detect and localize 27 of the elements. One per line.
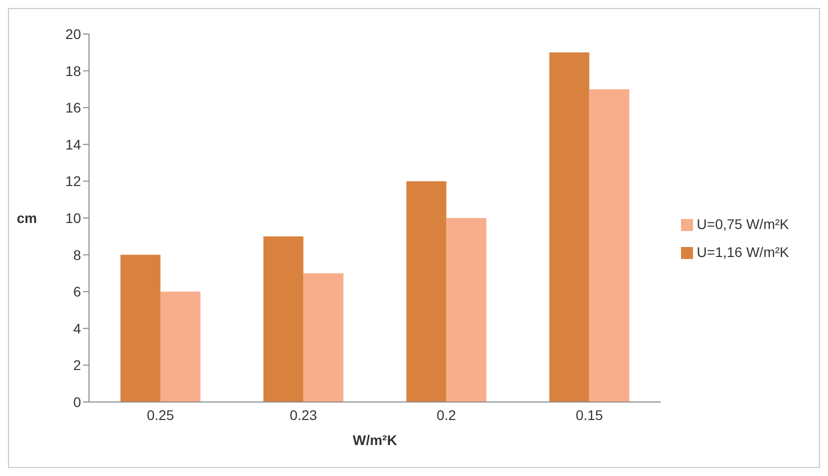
bar — [549, 52, 590, 402]
y-tick-label: 18 — [65, 62, 82, 79]
y-tick-label: 4 — [73, 320, 82, 336]
y-axis-title: cm — [16, 210, 37, 226]
bar — [120, 254, 160, 402]
bar — [406, 181, 446, 402]
y-tick-label: 2 — [73, 357, 82, 374]
legend-label: U=1,16 W/m²K — [696, 244, 789, 260]
bar — [589, 89, 630, 402]
x-axis-title: W/m²K — [352, 432, 398, 448]
bar — [160, 292, 200, 402]
y-tick-label: 16 — [65, 100, 82, 116]
y-tick-label: 12 — [65, 173, 82, 190]
x-tick-label: 0.25 — [146, 406, 174, 423]
bar — [446, 218, 486, 402]
bar — [263, 236, 304, 402]
legend-label: U=0,75 W/m²K — [696, 216, 789, 232]
y-tick-label: 6 — [73, 284, 82, 300]
y-tick-label: 20 — [65, 26, 82, 42]
y-tick-label: 10 — [65, 210, 82, 226]
x-tick-label: 0.2 — [436, 406, 456, 423]
y-tick-label: 0 — [73, 394, 82, 410]
bar — [303, 273, 344, 402]
y-tick-label: 14 — [65, 136, 82, 152]
y-tick-label: 8 — [73, 246, 82, 263]
x-tick-label: 0.23 — [290, 406, 318, 423]
x-tick-label: 0.15 — [576, 406, 604, 423]
